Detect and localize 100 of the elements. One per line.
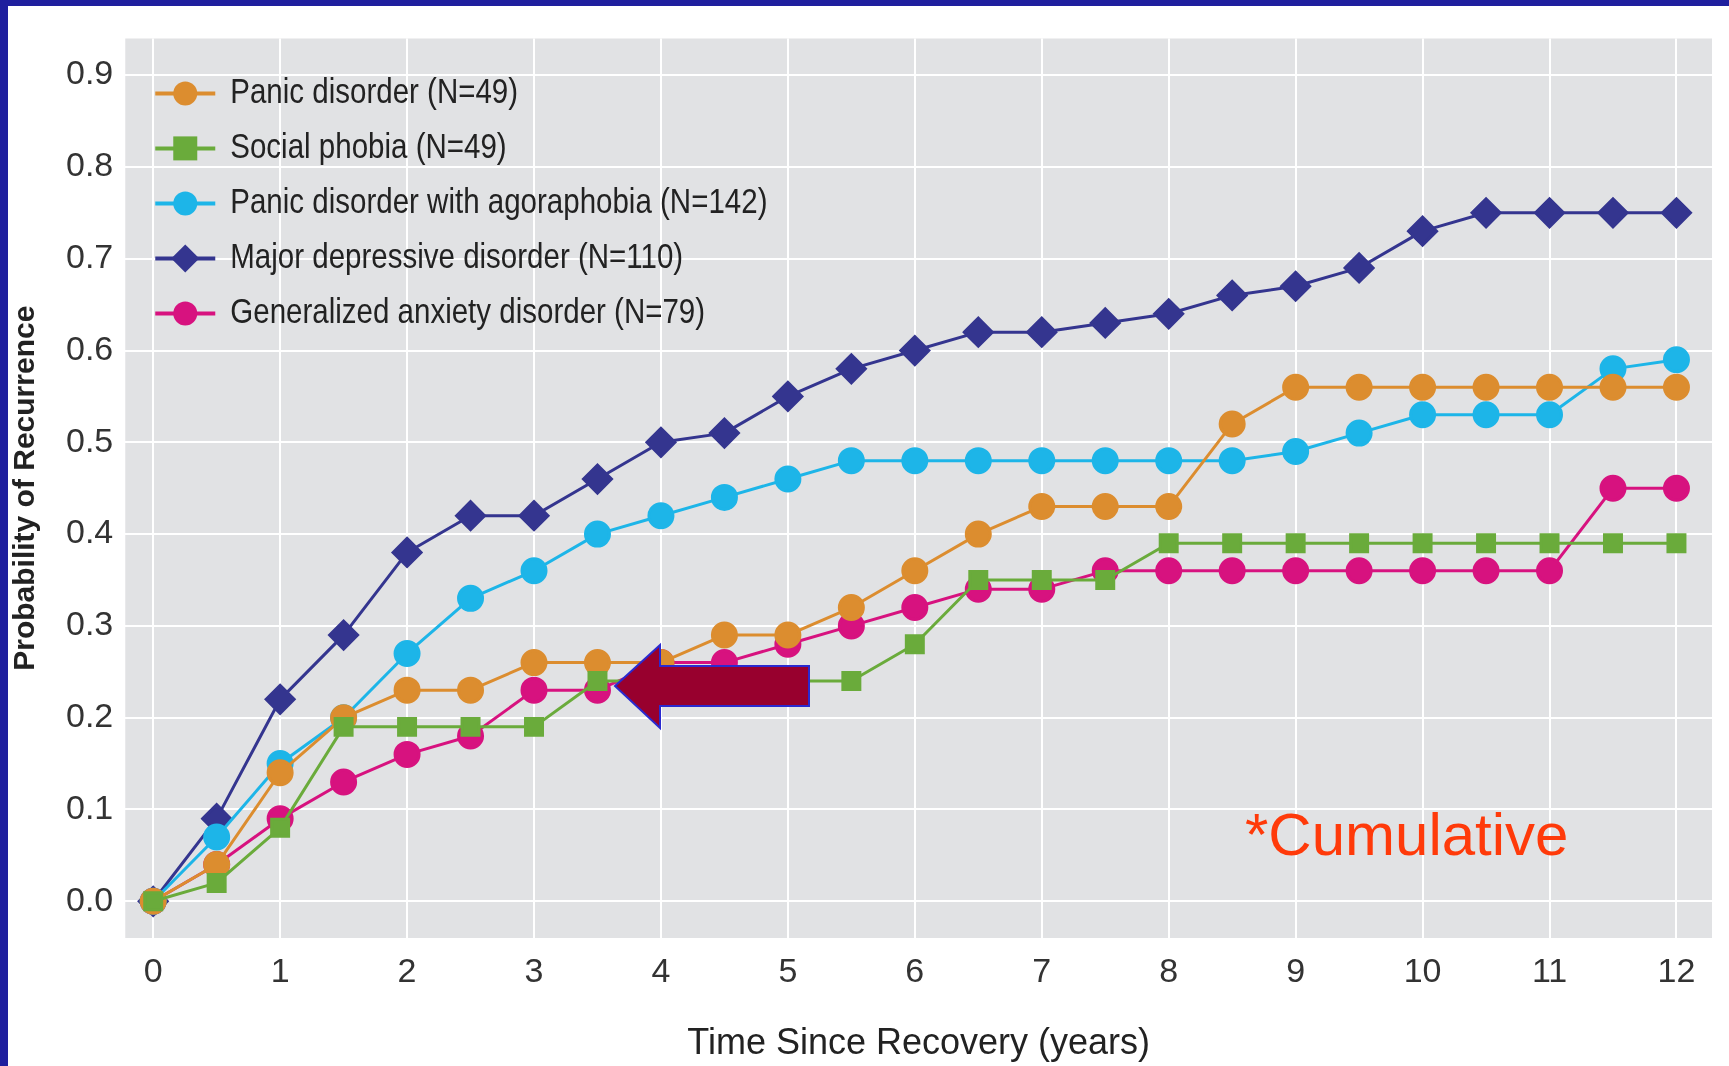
point xyxy=(460,716,481,737)
point xyxy=(1470,197,1502,229)
point xyxy=(455,500,487,532)
point xyxy=(1282,557,1310,585)
point xyxy=(1599,474,1627,502)
point xyxy=(1222,533,1243,554)
point xyxy=(583,520,611,548)
x-tick-label: 2 xyxy=(397,950,417,989)
point xyxy=(518,500,550,532)
point xyxy=(837,447,865,475)
point xyxy=(964,520,992,548)
point xyxy=(1218,410,1246,438)
point xyxy=(206,872,227,893)
point xyxy=(1155,493,1183,521)
point xyxy=(901,594,929,622)
point xyxy=(1597,197,1629,229)
point xyxy=(1476,533,1497,554)
point xyxy=(841,670,862,691)
point xyxy=(1407,215,1439,247)
point xyxy=(393,740,421,768)
y-tick-label: 0.9 xyxy=(66,53,114,92)
point xyxy=(457,584,485,612)
annotation: *Cumulative xyxy=(1245,800,1569,869)
point xyxy=(904,634,925,655)
x-tick-label: 12 xyxy=(1657,950,1696,989)
point xyxy=(774,621,802,649)
point xyxy=(964,447,992,475)
legend-label: Social phobia (N=49) xyxy=(230,125,507,166)
legend-label: Panic disorder with agoraphobia (N=142) xyxy=(230,180,768,221)
point xyxy=(1153,298,1185,330)
point xyxy=(397,716,418,737)
point xyxy=(203,823,231,851)
y-tick-label: 0.5 xyxy=(66,420,114,459)
point xyxy=(1472,557,1500,585)
point xyxy=(1280,270,1312,302)
legend-label: Generalized anxiety disorder (N=79) xyxy=(230,290,706,331)
point xyxy=(1091,493,1119,521)
legend-label: Major depressive disorder (N=110) xyxy=(230,235,684,276)
point xyxy=(1158,533,1179,554)
point xyxy=(710,483,738,511)
point xyxy=(1026,316,1058,348)
point xyxy=(1534,197,1566,229)
x-tick-label: 0 xyxy=(143,950,163,989)
point xyxy=(1216,279,1248,311)
legend-label: Panic disorder (N=49) xyxy=(230,70,519,111)
point xyxy=(968,570,989,590)
point xyxy=(1666,533,1687,554)
point xyxy=(1349,533,1370,554)
x-tick-label: 8 xyxy=(1159,950,1179,989)
y-tick-label: 0.4 xyxy=(66,512,114,551)
point xyxy=(1412,533,1433,554)
point xyxy=(520,676,548,704)
point xyxy=(772,380,804,412)
point xyxy=(1028,447,1056,475)
y-tick-label: 0.7 xyxy=(66,237,114,276)
point xyxy=(1603,533,1623,554)
point xyxy=(1095,570,1116,590)
x-tick-label: 11 xyxy=(1531,950,1568,989)
point xyxy=(708,417,740,449)
x-axis-title: Time Since Recovery (years) xyxy=(687,1021,1151,1063)
point xyxy=(710,621,738,649)
point xyxy=(333,716,354,737)
point xyxy=(1028,493,1056,521)
point xyxy=(1345,373,1373,401)
point xyxy=(1662,474,1690,502)
point xyxy=(1218,557,1246,585)
point xyxy=(1091,447,1119,475)
point xyxy=(1089,307,1121,339)
x-tick-label: 1 xyxy=(270,950,290,989)
x-tick-label: 3 xyxy=(524,950,544,989)
point xyxy=(457,676,485,704)
x-tick-label: 7 xyxy=(1032,950,1052,989)
point xyxy=(1409,401,1437,429)
point xyxy=(1218,447,1246,475)
point xyxy=(330,768,358,796)
point xyxy=(266,759,294,787)
point xyxy=(391,536,423,568)
point xyxy=(328,619,360,651)
point xyxy=(1345,419,1373,447)
x-tick-label: 9 xyxy=(1286,950,1306,989)
point xyxy=(1031,570,1052,590)
point xyxy=(1285,533,1306,554)
y-tick-label: 0.6 xyxy=(66,328,114,367)
x-tick-label: 5 xyxy=(778,950,798,989)
point xyxy=(264,683,296,715)
point xyxy=(524,716,544,737)
point xyxy=(1472,373,1500,401)
y-tick-label: 0.8 xyxy=(66,145,114,184)
point xyxy=(520,649,548,677)
y-axis-title: Probability of Recurrence xyxy=(7,305,41,671)
point xyxy=(581,463,613,495)
point xyxy=(645,426,677,458)
x-tick-label: 6 xyxy=(905,950,925,989)
point xyxy=(1660,197,1692,229)
point xyxy=(1662,346,1690,374)
point xyxy=(393,676,421,704)
point xyxy=(1282,437,1310,465)
point xyxy=(1599,373,1627,401)
point xyxy=(1155,557,1183,585)
x-tick-label: 4 xyxy=(651,950,671,989)
